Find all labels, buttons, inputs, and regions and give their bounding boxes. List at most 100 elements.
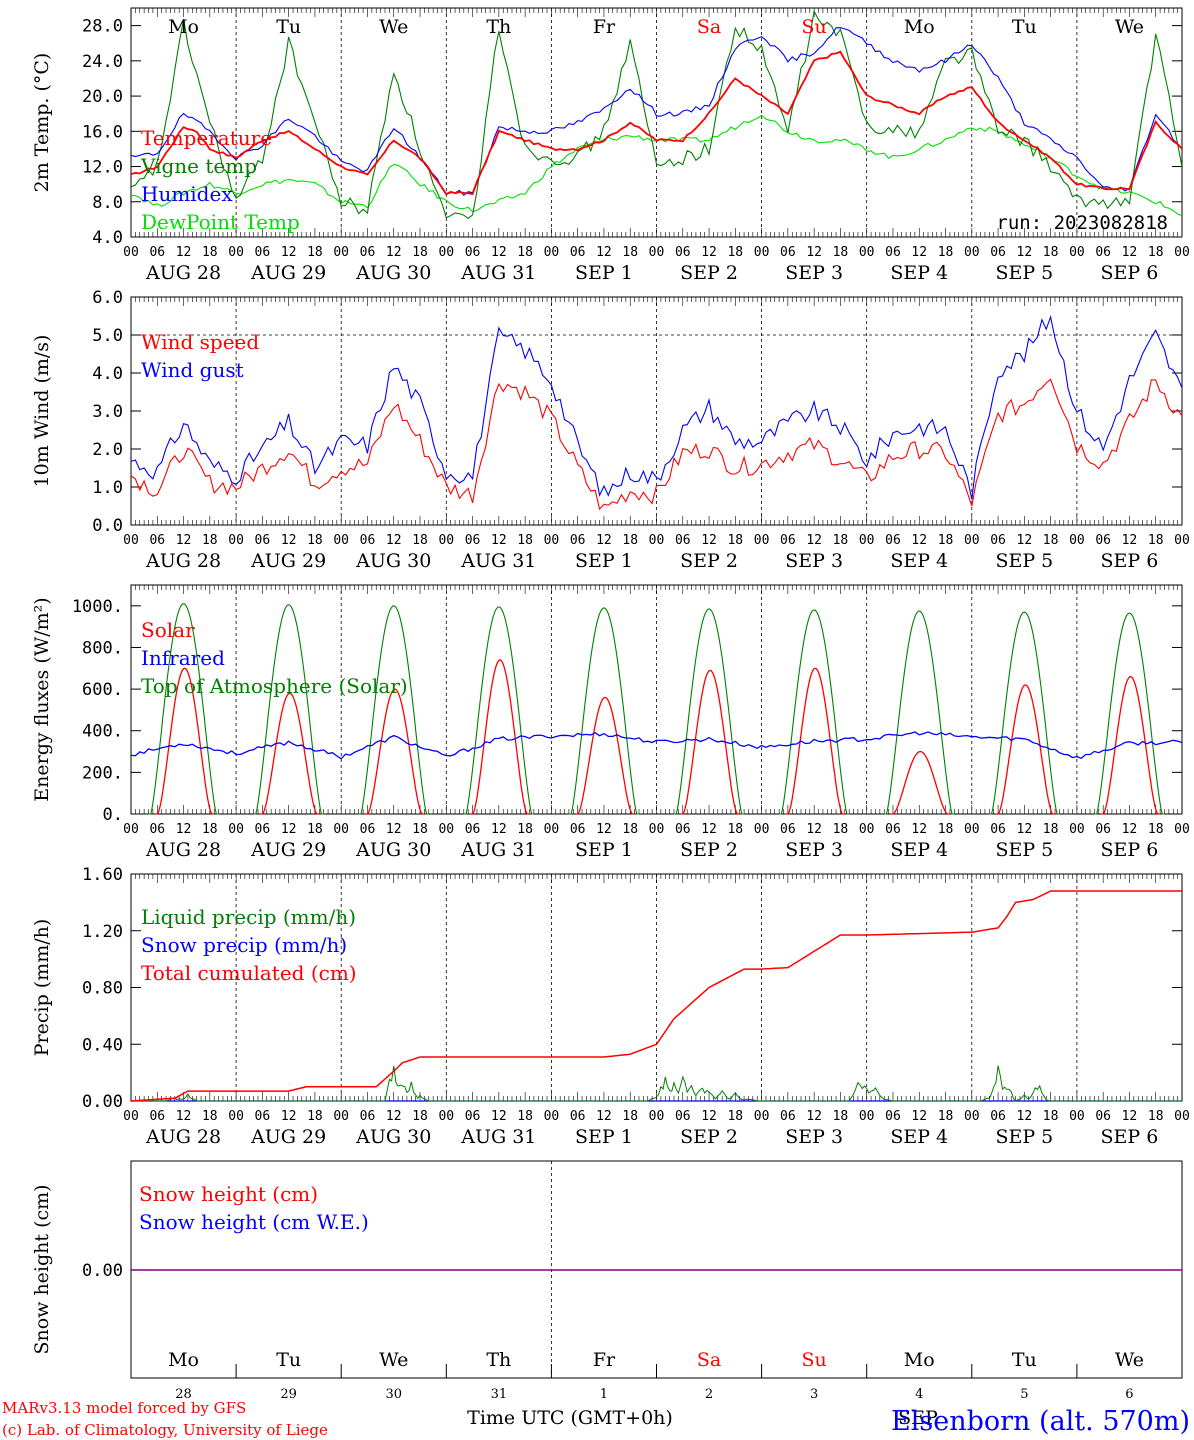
date-label: AUG 29 [250, 839, 326, 861]
legend-green: Liquid precip (mm/h) [141, 905, 356, 929]
series-line-green [148, 603, 219, 815]
hour-tick-label: 12 [176, 822, 192, 837]
hour-tick-label: 06 [675, 822, 691, 837]
hour-tick-label: 00 [649, 1109, 665, 1124]
legend-blue: Snow height (cm W.E.) [139, 1210, 369, 1234]
hour-tick-label: 12 [491, 1109, 507, 1124]
x-axis-label: Time UTC (GMT+0h) [467, 1407, 673, 1429]
hour-tick-label: 18 [517, 822, 533, 837]
date-label: SEP 1 [575, 839, 633, 861]
hour-tick-label: 06 [885, 822, 901, 837]
y-tick-label: 800. [82, 638, 123, 658]
hour-tick-label: 06 [149, 533, 165, 548]
hour-tick-label: 12 [596, 1109, 612, 1124]
series-line-green [568, 607, 639, 815]
hour-tick-label: 18 [833, 1109, 849, 1124]
legend-red: Total cumulated (cm) [141, 961, 357, 985]
hour-tick-label: 06 [465, 1109, 481, 1124]
legend-red: Solar [141, 618, 195, 642]
hour-tick-label: 18 [517, 245, 533, 260]
y-axis-label: 10m Wind (m/s) [31, 335, 53, 488]
hour-tick-label: 18 [307, 1109, 323, 1124]
hour-tick-label: 12 [1122, 245, 1138, 260]
date-label: SEP 1 [575, 1126, 633, 1148]
day-of-week-label: Su [802, 16, 827, 38]
date-label: AUG 28 [145, 262, 221, 284]
hour-tick-label: 18 [833, 533, 849, 548]
hour-tick-label: 12 [596, 533, 612, 548]
hour-tick-label: 12 [701, 533, 717, 548]
hour-tick-label: 00 [754, 533, 770, 548]
legend-blue: Humidex [141, 182, 233, 206]
panel-snow: 0.00 Snow height (cm) Snow height (cm) Snow… [31, 1160, 1183, 1402]
hour-tick-label: 00 [859, 245, 875, 260]
series-line-green [1094, 612, 1165, 815]
hour-tick-label: 00 [544, 1109, 560, 1124]
y-tick-label: 0.80 [82, 979, 123, 999]
series-line-red [260, 692, 320, 815]
y-tick-label: 0.40 [82, 1035, 123, 1055]
hour-tick-label: 00 [754, 245, 770, 260]
hour-tick-label: 06 [675, 533, 691, 548]
hour-tick-label: 18 [938, 533, 954, 548]
hour-tick-label: 06 [465, 822, 481, 837]
series-line-red [130, 890, 1182, 1102]
date-label: SEP 4 [890, 262, 948, 284]
hour-tick-label: 12 [911, 533, 927, 548]
hour-tick-label: 00 [544, 822, 560, 837]
day-of-week-label: Mo [168, 1349, 199, 1371]
series-line-green [779, 609, 850, 815]
hour-tick-label: 00 [964, 533, 980, 548]
hour-tick-label: 12 [1122, 822, 1138, 837]
hour-tick-label: 00 [544, 533, 560, 548]
day-of-month-label: 2 [705, 1387, 713, 1402]
y-tick-label: 2.0 [92, 440, 123, 460]
month-label: SEP [898, 1407, 938, 1429]
hour-tick-label: 06 [780, 245, 796, 260]
day-of-month-label: 30 [385, 1387, 402, 1402]
legend-blue: Infrared [141, 646, 225, 670]
hour-tick-label: 00 [964, 1109, 980, 1124]
hour-tick-label: 00 [1069, 1109, 1085, 1124]
hour-tick-label: 00 [1069, 245, 1085, 260]
hour-tick-label: 18 [307, 245, 323, 260]
hour-tick-label: 06 [149, 245, 165, 260]
hour-tick-label: 06 [570, 822, 586, 837]
day-of-week-label: Su [802, 1349, 827, 1371]
hour-tick-label: 06 [255, 533, 271, 548]
hour-tick-label: 18 [1148, 1109, 1164, 1124]
y-tick-label: 8.0 [92, 193, 123, 213]
series-line-blue [130, 731, 1183, 760]
hour-tick-label: 00 [123, 822, 139, 837]
hour-tick-label: 18 [307, 533, 323, 548]
hour-tick-label: 12 [911, 1109, 927, 1124]
hour-tick-label: 12 [281, 822, 297, 837]
day-of-month-label: 28 [175, 1387, 192, 1402]
hour-tick-label: 06 [149, 822, 165, 837]
hour-tick-label: 00 [649, 533, 665, 548]
hour-tick-label: 00 [123, 245, 139, 260]
y-axis-label: Precip (mm/h) [31, 919, 53, 1057]
day-of-week-label: Fr [593, 1349, 616, 1371]
hour-tick-label: 06 [570, 1109, 586, 1124]
hour-tick-label: 00 [544, 245, 560, 260]
hour-tick-label: 00 [964, 245, 980, 260]
hour-tick-label: 06 [990, 822, 1006, 837]
series-line-red [155, 667, 215, 815]
hour-tick-label: 18 [833, 245, 849, 260]
date-label: AUG 31 [460, 1126, 536, 1148]
date-label: SEP 1 [575, 550, 633, 572]
hour-tick-label: 06 [780, 1109, 796, 1124]
station-label: Elsenborn (alt. 570m) [891, 1406, 1190, 1437]
date-label: SEP 2 [680, 1126, 738, 1148]
series-line-red [1101, 675, 1161, 815]
hour-tick-label: 18 [938, 1109, 954, 1124]
y-axis-label: Snow height (cm) [31, 1184, 53, 1354]
hour-tick-label: 12 [596, 245, 612, 260]
y-tick-label: 16.0 [82, 122, 123, 142]
hour-tick-label: 18 [202, 245, 218, 260]
date-label: AUG 29 [250, 550, 326, 572]
date-label: SEP 2 [680, 262, 738, 284]
hour-tick-label: 18 [202, 533, 218, 548]
date-label: SEP 3 [785, 550, 843, 572]
